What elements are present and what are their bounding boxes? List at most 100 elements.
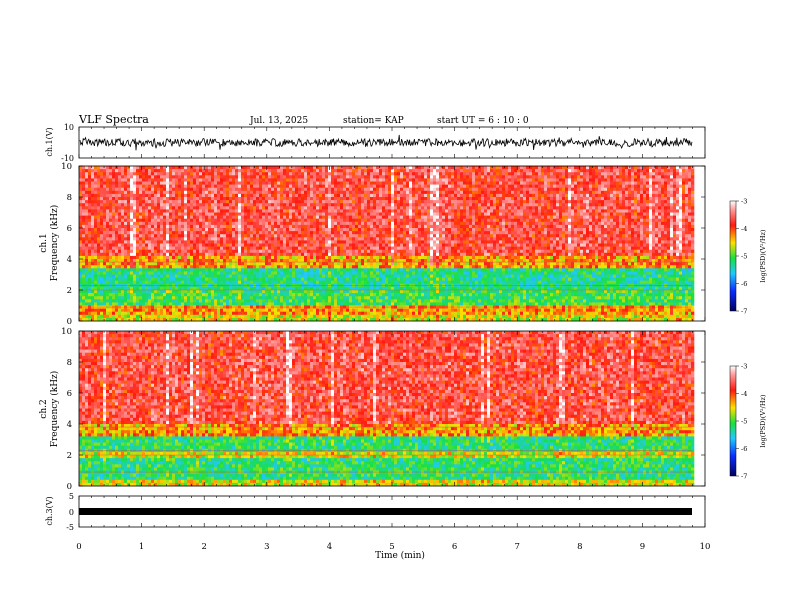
spectrogram-cell — [367, 314, 371, 319]
spectrogram-cell — [286, 224, 290, 229]
spectrogram-cell — [334, 299, 338, 303]
spectrogram-cell — [313, 308, 317, 312]
spectrogram-cell — [262, 265, 266, 269]
spectrogram-cell — [175, 274, 179, 278]
spectrogram-cell — [163, 203, 167, 207]
spectrogram-cell — [256, 308, 260, 312]
spectrogram-cell — [277, 187, 281, 192]
spectrogram-cell — [298, 249, 302, 254]
spectrogram-cell — [172, 228, 176, 232]
spectrogram-cell — [247, 166, 251, 170]
spectrogram-cell — [190, 184, 194, 188]
spectrogram-cell — [361, 296, 365, 300]
spectrogram-cell — [199, 249, 203, 254]
spectrogram-cell — [298, 265, 302, 269]
spectrogram-cell — [130, 218, 134, 223]
spectrogram-cell — [220, 218, 224, 223]
spectrogram-cell — [319, 240, 323, 244]
spectrogram-cell — [337, 268, 341, 272]
spectrogram-cell — [139, 271, 143, 275]
spectrogram-cell — [199, 228, 203, 232]
spectrogram-cell — [148, 286, 152, 291]
spectrogram-cell — [142, 228, 146, 232]
spectrogram-cell — [259, 293, 263, 297]
spectrogram-cell — [358, 206, 362, 210]
spectrogram-cell — [175, 212, 179, 216]
spectrogram-cell — [121, 249, 125, 254]
spectrogram-cell — [91, 184, 95, 188]
spectrogram-cell — [112, 231, 116, 235]
spectrogram-cell — [145, 252, 149, 257]
spectrogram-cell — [154, 237, 158, 241]
spectrogram-cell — [157, 175, 161, 179]
spectrogram-cell — [265, 197, 269, 201]
spectrogram-cell — [325, 252, 329, 257]
spectrogram-cell — [154, 218, 158, 223]
spectrogram-cell — [283, 218, 287, 223]
spectrogram-cell — [175, 262, 179, 266]
spectrogram-cell — [166, 184, 170, 188]
spectrogram-cell — [253, 293, 257, 297]
spectrogram-cell — [85, 184, 89, 188]
spectrogram-cell — [163, 246, 167, 250]
spectrogram-cell — [304, 302, 308, 306]
spectrogram-cell — [295, 246, 299, 250]
spectrogram-cell — [352, 293, 356, 297]
spectrogram-cell — [187, 314, 191, 319]
spectrogram-cell — [106, 268, 110, 272]
spectrogram-cell — [172, 311, 176, 316]
spectrogram-cell — [292, 190, 296, 195]
spectrogram-cell — [259, 184, 263, 188]
spectrogram-cell — [334, 271, 338, 275]
spectrogram-cell — [304, 224, 308, 229]
spectrogram-cell — [151, 184, 155, 188]
spectrogram-cell — [85, 172, 89, 176]
spectrogram-cell — [232, 246, 236, 250]
spectrogram-cell — [109, 243, 113, 247]
spectrogram-cell — [310, 249, 314, 254]
spectrogram-cell — [121, 231, 125, 235]
spectrogram-cell — [145, 302, 149, 306]
spectrogram-cell — [163, 249, 167, 254]
spectrogram-cell — [148, 206, 152, 210]
spectrogram-cell — [370, 221, 374, 226]
spectrogram-cell — [214, 187, 218, 192]
spectrogram-cell — [280, 237, 284, 241]
spectrogram-cell — [268, 262, 272, 266]
spectrogram-cell — [109, 169, 113, 173]
spectrogram-cell — [178, 181, 182, 185]
spectrogram-cell — [271, 271, 275, 275]
spectrogram-cell — [151, 187, 155, 192]
spectrogram-cell — [118, 255, 122, 260]
spectrogram-cell — [109, 293, 113, 297]
spectrogram-cell — [265, 280, 269, 285]
spectrogram-cell — [196, 193, 200, 198]
spectrogram-cell — [286, 274, 290, 278]
spectrogram-cell — [361, 224, 365, 229]
spectrogram-cell — [169, 249, 173, 254]
spectrogram-cell — [223, 178, 227, 182]
spectrogram-cell — [127, 246, 131, 250]
spectrogram-cell — [277, 193, 281, 198]
spectrogram-cell — [199, 172, 203, 176]
spectrogram-cell — [106, 240, 110, 244]
spectrogram-cell — [325, 218, 329, 223]
spectrogram-cell — [268, 271, 272, 275]
spectrogram-cell — [139, 293, 143, 297]
spectrogram-cell — [310, 209, 314, 213]
spectrogram-cell — [115, 243, 119, 247]
spectrogram-cell — [97, 243, 101, 247]
spectrogram-cell — [265, 299, 269, 303]
spectrogram-cell — [319, 290, 323, 294]
spectrogram-cell — [220, 190, 224, 195]
spectrogram-cell — [193, 274, 197, 278]
spectrogram-cell — [331, 237, 335, 241]
spectrogram-cell — [334, 221, 338, 226]
spectrogram-cell — [97, 193, 101, 198]
spectrogram-cell — [337, 246, 341, 250]
spectrogram-cell — [307, 224, 311, 229]
spectrogram-cell — [178, 311, 182, 316]
spectrogram-cell — [115, 246, 119, 250]
spectrogram-cell — [154, 249, 158, 254]
spectrogram-cell — [169, 268, 173, 272]
